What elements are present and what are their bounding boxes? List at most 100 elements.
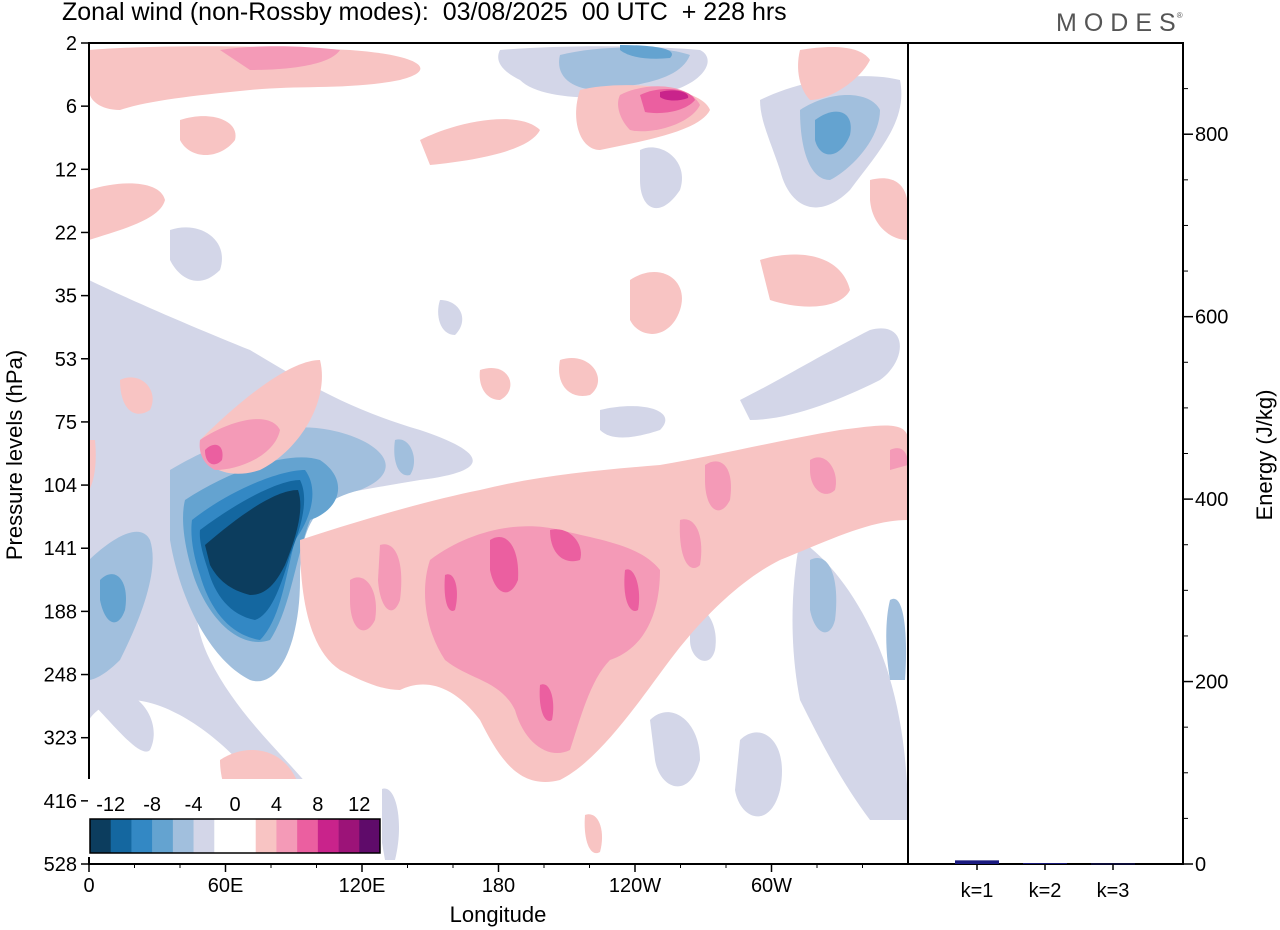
weak-easterly-patch-2 <box>735 732 782 817</box>
colorbar-swatch <box>131 819 153 853</box>
pressure-tick-label: 2 <box>66 33 77 55</box>
longitude-tick-label: 180 <box>482 875 515 897</box>
weak-westerly-patch-3 <box>479 367 511 400</box>
weak-westerly-upper-center <box>420 119 540 165</box>
pressure-tick-label: 248 <box>44 665 77 687</box>
weak-westerly-surface-2 <box>584 814 603 854</box>
pressure-tick-label: 6 <box>66 96 77 118</box>
pressure-tick-label: 416 <box>44 791 77 813</box>
energy-tick-label: 200 <box>1195 672 1228 694</box>
colorbar-label: 4 <box>271 794 282 816</box>
weak-easterly-patch-8 <box>377 788 400 860</box>
strong-easterly-upper <box>815 111 851 155</box>
colorbar-label: -12 <box>96 794 125 816</box>
weak-easterly-patch-9 <box>640 147 682 209</box>
x-axis-title: Longitude <box>450 902 547 927</box>
pressure-tick-label: 104 <box>44 475 77 497</box>
weak-westerly-patch-2 <box>630 271 682 334</box>
moderate-westerly-top <box>220 46 340 70</box>
longitude-axis: 0 60E 120E 180 120W 60W <box>83 864 863 897</box>
weak-westerly-west-2 <box>180 116 236 155</box>
weak-westerly-east-upper <box>870 178 908 240</box>
energy-tick-label: 400 <box>1195 489 1228 511</box>
energy-tick-label: 600 <box>1195 307 1228 329</box>
colorbar-swatch <box>359 819 381 853</box>
pressure-tick-label: 12 <box>55 159 77 181</box>
y-axis-title: Pressure levels (hPa) <box>2 350 27 560</box>
energy-bar-label: k=1 <box>961 880 994 902</box>
energy-axis: 0 200 400 600 800 <box>1183 88 1228 876</box>
colorbar-swatch <box>193 819 215 853</box>
colorbar-label: -8 <box>143 794 161 816</box>
weak-easterly-patch-3 <box>650 712 700 787</box>
energy-tick-label: 0 <box>1195 854 1206 876</box>
weak-easterly-patch-4 <box>600 406 666 438</box>
colorbar-swatch <box>172 819 194 853</box>
easterly-core-inner <box>205 490 301 595</box>
weak-westerly-patch-1 <box>559 358 599 396</box>
longitude-tick-label: 120E <box>339 875 386 897</box>
weak-easterly-patch-5 <box>740 328 900 420</box>
pressure-tick-label: 528 <box>44 854 77 876</box>
moderate-westerly-patch-5 <box>810 457 836 494</box>
colorbar-label: 0 <box>229 794 240 816</box>
moderate-easterly-east-1 <box>810 558 837 633</box>
pressure-axis: 2 6 12 22 35 53 75 104 141 188 248 323 416 528 <box>44 33 89 876</box>
modes-logo: MODES® <box>1056 9 1189 38</box>
weak-westerly-edge <box>89 440 96 490</box>
colorbar-swatch <box>317 819 339 853</box>
moderate-easterly-patch <box>394 439 415 476</box>
strong-westerly-tilt <box>205 444 223 465</box>
energy-bar-label: k=3 <box>1097 880 1130 902</box>
moderate-westerly-patch-3 <box>679 519 702 568</box>
longitude-tick-label: 0 <box>83 875 94 897</box>
energy-bar <box>1091 863 1135 865</box>
colorbar-swatch <box>235 819 257 853</box>
strong-westerly-core-4 <box>624 569 640 611</box>
longitude-tick-label: 120W <box>609 875 661 897</box>
pressure-tick-label: 53 <box>55 349 77 371</box>
pressure-tick-label: 22 <box>55 222 77 244</box>
colorbar-swatch <box>214 819 236 853</box>
colorbar-swatch <box>276 819 298 853</box>
moderate-westerly-main <box>425 526 660 754</box>
strong-westerly-core-2 <box>550 529 581 562</box>
weak-westerly-east-top <box>798 47 870 100</box>
colorbar-label: 12 <box>348 794 370 816</box>
energy-tick-label: 800 <box>1195 124 1228 146</box>
colorbar-swatch <box>110 819 132 853</box>
strong-westerly-core-1 <box>490 536 519 593</box>
energy-bar <box>955 860 999 864</box>
wind-field <box>89 43 908 864</box>
logo-text: MODES <box>1056 9 1183 37</box>
pressure-tick-label: 35 <box>55 286 77 308</box>
weak-westerly-upper-west <box>89 46 421 110</box>
strong-westerly-core-3 <box>444 574 457 611</box>
longitude-tick-label: 60W <box>751 875 792 897</box>
colorbar-label: -4 <box>185 794 203 816</box>
energy-bars: k=1 k=2 k=3 <box>955 860 1135 902</box>
colorbar-swatch <box>255 819 277 853</box>
colorbar-label: 8 <box>312 794 323 816</box>
pressure-tick-label: 323 <box>44 728 77 750</box>
longitude-tick-label: 60E <box>208 875 244 897</box>
weak-westerly-patch-5 <box>120 377 153 414</box>
energy-bar-label: k=2 <box>1029 880 1062 902</box>
strong-westerly-core-5 <box>539 684 554 721</box>
colorbar-frame <box>89 818 381 854</box>
pressure-tick-label: 188 <box>44 601 77 623</box>
moderate-easterly-east-2 <box>886 598 907 680</box>
weak-westerly-west-1 <box>89 183 165 240</box>
westerly-max-core <box>660 90 689 101</box>
weak-easterly-west <box>89 280 473 835</box>
moderate-westerly-patch-2 <box>378 544 402 611</box>
energy-axis-title: Energy (J/kg) <box>1252 390 1277 521</box>
registered-mark: ® <box>1176 11 1183 20</box>
weak-westerly-patch-4 <box>760 254 850 307</box>
colorbar-swatch <box>338 819 360 853</box>
pressure-tick-label: 75 <box>55 412 77 434</box>
chart-title: Zonal wind (non-Rossby modes): 03/08/202… <box>62 0 787 26</box>
strong-easterly-top <box>620 45 672 59</box>
colorbar-swatch <box>90 819 112 853</box>
strong-easterly-west <box>100 574 126 623</box>
